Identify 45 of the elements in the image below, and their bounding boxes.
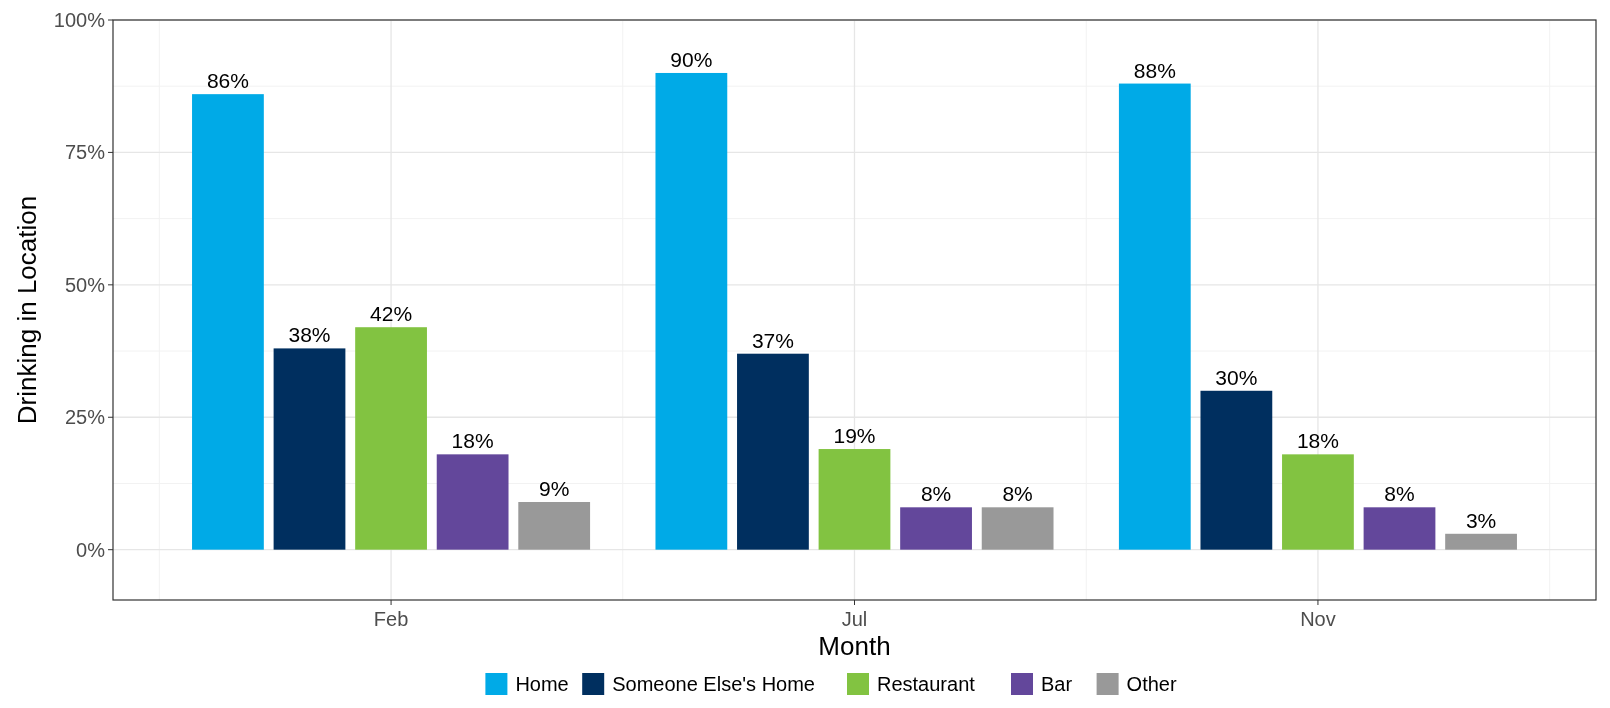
data-label: 86% [206, 69, 249, 93]
y-tick-label: 0% [76, 538, 106, 561]
data-label: 18% [451, 429, 494, 453]
bar [1445, 533, 1517, 550]
data-label: 38% [288, 323, 331, 347]
bar [1282, 454, 1354, 550]
data-label: 8% [1002, 482, 1033, 506]
bar [518, 502, 591, 550]
x-tick-label: Nov [1300, 608, 1336, 630]
data-label: 3% [1465, 508, 1497, 532]
bar [737, 353, 809, 550]
x-tick-label: Feb [373, 608, 409, 630]
bar [900, 507, 972, 550]
bar [273, 348, 346, 550]
bar [1200, 390, 1273, 550]
data-label: 88% [1133, 58, 1176, 82]
data-label: 8% [920, 482, 952, 506]
y-tick-label: 50% [64, 273, 106, 296]
data-label: 8% [1384, 482, 1415, 506]
legend-label: Restaurant [877, 673, 976, 695]
bar [1363, 507, 1436, 550]
legend-label: Bar [1041, 673, 1073, 695]
bar [436, 454, 509, 550]
y-tick-label: 75% [64, 141, 106, 164]
data-label: 42% [370, 302, 413, 326]
y-tick-label: 25% [64, 406, 106, 429]
y-tick-label: 100% [53, 9, 106, 31]
bar [192, 94, 264, 550]
data-label: 90% [670, 47, 713, 71]
bar [1118, 83, 1191, 550]
bar [655, 72, 728, 550]
legend-label: Home [515, 673, 569, 695]
x-tick-label: Jul [841, 608, 868, 630]
data-label: 30% [1215, 365, 1258, 389]
legend-label: Other [1126, 673, 1177, 695]
bar [818, 449, 891, 550]
legend-label: Someone Else's Home [612, 673, 816, 695]
bar [981, 507, 1054, 550]
data-label: 19% [833, 424, 876, 448]
data-label: 18% [1296, 429, 1339, 453]
x-axis-title: Month [818, 631, 891, 661]
data-label: 37% [751, 328, 794, 352]
y-axis-title: Drinking in Location [12, 195, 42, 425]
bar [355, 327, 427, 550]
data-label: 9% [539, 477, 570, 501]
